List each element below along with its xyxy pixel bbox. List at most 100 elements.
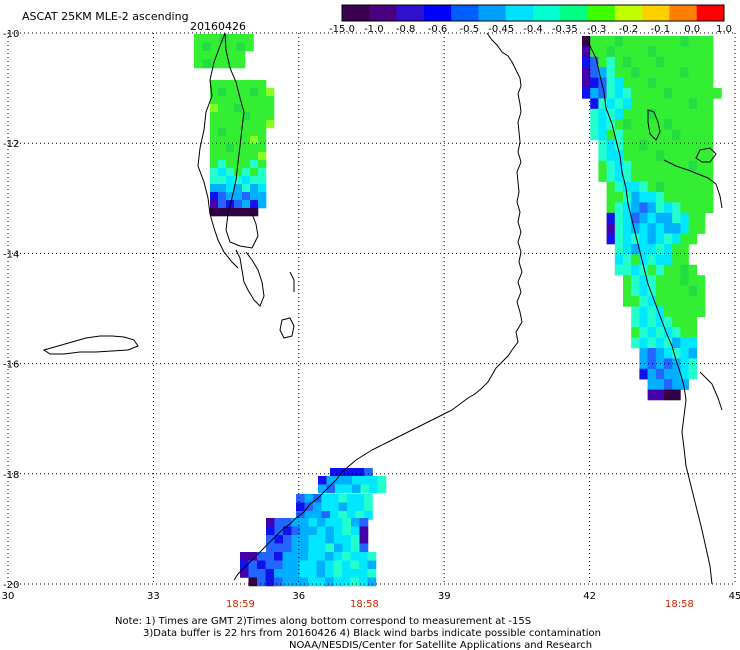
swath-pixel [194, 51, 203, 60]
swath-pixel [226, 144, 235, 153]
swath-pixel [202, 34, 212, 43]
lon-tick-label: 45 [729, 591, 740, 602]
swath-pixel [258, 176, 267, 185]
swath-pixel [257, 552, 266, 561]
swath-pixel [333, 552, 343, 561]
swath-pixel [250, 88, 259, 97]
swath-pixel [696, 56, 706, 68]
note-line-3: NOAA/NESDIS/Center for Satellite Applica… [289, 640, 592, 650]
swath-pixel [291, 577, 300, 587]
swath-pixel [606, 181, 616, 193]
swath-pixel [326, 476, 336, 485]
swath-pixel [688, 181, 698, 193]
swath-pixel [258, 80, 267, 89]
swath-pixel [639, 244, 648, 255]
swath-pixel [226, 152, 235, 161]
swath-pixel [696, 285, 706, 297]
swath-pixel [326, 484, 336, 494]
swath-pixel [367, 569, 377, 578]
swath-pixel [631, 306, 640, 318]
swath-pixel [639, 56, 648, 68]
swath-pixel [364, 502, 373, 512]
swath-pixel [606, 202, 616, 214]
swath-pixel [338, 468, 348, 477]
swath-pixel [598, 67, 607, 78]
swath-pixel [342, 535, 352, 544]
swath-pixel [680, 171, 689, 182]
swath-pixel [304, 511, 314, 520]
swath-pixel [606, 150, 616, 162]
swath-pixel [655, 150, 665, 162]
swath-pixel [210, 112, 219, 121]
swath-pixel [631, 202, 640, 214]
swath-pixel [696, 129, 706, 141]
swath-pixel [655, 140, 665, 151]
swath-pixel [680, 264, 689, 276]
swath-pixel [696, 212, 706, 224]
swath-pixel [672, 192, 681, 203]
swath-pixel [248, 552, 258, 561]
swath-pixel [705, 192, 714, 203]
swath-pixel [313, 502, 322, 512]
swath-pixel [647, 36, 657, 47]
swath-pixel [688, 140, 698, 151]
swath-pixel [274, 577, 283, 587]
swath-pixel [623, 46, 632, 58]
swath-pixel [647, 275, 657, 286]
swath-pixel [680, 254, 689, 266]
swath-pixel [688, 348, 698, 359]
swath-pixel [598, 98, 607, 110]
swath-pixel [705, 150, 714, 162]
swath-pixel [582, 36, 591, 47]
swath-pixel [226, 104, 235, 113]
swath-pixel [655, 327, 665, 338]
swath-pixel [590, 129, 599, 141]
swath-pixel [342, 552, 351, 561]
swath-pixel [680, 98, 689, 110]
swath-pixel [664, 368, 673, 380]
swath-pixel [606, 56, 616, 68]
colorbar-swatch [560, 5, 589, 21]
swath-pixel [664, 140, 673, 151]
swath-pixel [325, 577, 334, 587]
swath-pixel [623, 56, 632, 68]
swath-pixel [614, 244, 624, 255]
swath-pixel [283, 518, 292, 527]
swath-pixel [308, 577, 317, 587]
swath-pixel [631, 150, 640, 162]
coastline-lake-kariba [42, 335, 139, 355]
swath-pixel [639, 140, 648, 151]
swath-pixel [647, 348, 657, 359]
swath-pixel [308, 560, 317, 570]
swath-pixel [623, 119, 632, 130]
swath-pixel [343, 476, 353, 485]
swath-pixel [265, 560, 275, 570]
swath-pixel [696, 150, 706, 162]
colorbar-frame [341, 4, 725, 22]
swath-pixel [696, 223, 706, 234]
colorbar-tick-label: -15.0 [329, 24, 355, 35]
swath-pixel [705, 202, 714, 214]
swath-pixel [236, 34, 246, 43]
swath-pixel [672, 306, 681, 318]
swath-pixel [647, 202, 657, 214]
swath-pixel [688, 306, 698, 318]
swath-pixel [266, 120, 275, 129]
swath-pixel [274, 543, 284, 553]
swath-pixel [680, 88, 689, 99]
swath-pixel [606, 108, 616, 120]
swath-pixel [590, 98, 599, 110]
swath-pixel [664, 88, 673, 99]
swath-pixel [250, 120, 259, 129]
swath-pixel [242, 168, 251, 177]
colorbar-swatch [478, 5, 507, 21]
colorbar-tick-label: -0.8 [396, 24, 416, 35]
colorbar-swatch [614, 5, 643, 21]
swath-pixel [334, 526, 343, 536]
swath-pixel [250, 144, 259, 153]
swath-pixel [688, 67, 698, 78]
swath-pixel [359, 560, 368, 570]
swath-pixel [308, 526, 318, 536]
colorbar-swatch [587, 5, 616, 21]
swath-pixel [606, 67, 616, 78]
